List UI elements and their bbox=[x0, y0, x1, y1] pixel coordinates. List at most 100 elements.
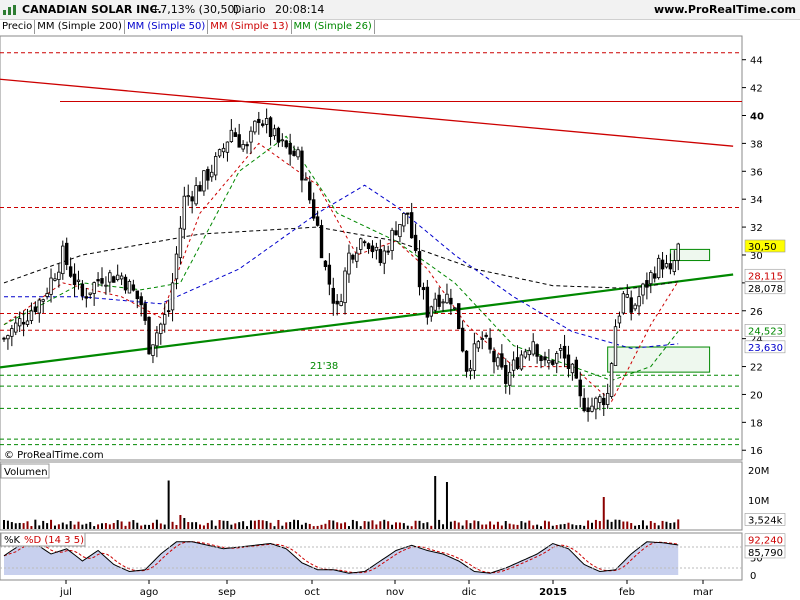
legend-item-sma26[interactable]: MM (Simple 26) bbox=[292, 20, 375, 34]
volume-bar bbox=[222, 520, 225, 529]
chart-logo-icon bbox=[3, 5, 16, 15]
legend-item-sma50[interactable]: MM (Simple 50) bbox=[125, 20, 209, 34]
candle-body bbox=[319, 225, 324, 259]
candle-body bbox=[629, 297, 633, 313]
volume-bar bbox=[171, 521, 174, 529]
candle-body bbox=[641, 283, 645, 296]
volume-bar bbox=[622, 521, 625, 529]
volume-bar bbox=[516, 524, 519, 529]
volume-bar bbox=[324, 523, 327, 529]
value-label: 30,50 bbox=[748, 242, 777, 253]
price-tick-label: 38 bbox=[750, 139, 763, 150]
stoch-k-area bbox=[4, 541, 679, 575]
candle-body bbox=[100, 278, 104, 284]
candle-body bbox=[17, 318, 22, 327]
value-label-box bbox=[744, 239, 786, 253]
candle-body bbox=[331, 287, 335, 304]
volume-bar bbox=[669, 523, 672, 529]
candle-body bbox=[166, 310, 171, 313]
sma50-line bbox=[4, 184, 679, 349]
legend-item-sma13[interactable]: MM (Simple 13) bbox=[208, 20, 292, 34]
volume-bar bbox=[89, 522, 92, 529]
candle-body bbox=[272, 128, 277, 137]
volume-bar bbox=[363, 521, 366, 529]
candle-body bbox=[613, 326, 618, 366]
candle-body bbox=[582, 397, 586, 412]
candle-body bbox=[296, 149, 300, 158]
volume-bar bbox=[344, 522, 347, 529]
volume-bar bbox=[328, 520, 331, 529]
candle-body bbox=[327, 264, 332, 285]
candle-body bbox=[119, 275, 124, 280]
volume-bar bbox=[532, 525, 535, 529]
volume-bar bbox=[242, 521, 245, 529]
website[interactable]: www.ProRealTime.com bbox=[653, 3, 796, 16]
candle-body bbox=[292, 150, 296, 156]
volume-bar bbox=[594, 519, 597, 529]
candle-body bbox=[370, 245, 375, 253]
candle-body bbox=[394, 230, 398, 236]
timestamp: 20:08:14 bbox=[275, 3, 325, 16]
candle-body bbox=[29, 310, 34, 321]
value-label-box bbox=[744, 324, 786, 337]
volume-bar bbox=[206, 522, 209, 529]
candle-body bbox=[653, 273, 657, 279]
volume-bar bbox=[57, 524, 60, 529]
candle-body bbox=[413, 234, 418, 251]
volume-bar bbox=[618, 519, 621, 529]
volume-bar bbox=[26, 521, 29, 529]
volume-bar bbox=[97, 524, 100, 529]
candle-body bbox=[453, 307, 457, 310]
candle-body bbox=[515, 357, 520, 369]
candle-body bbox=[96, 279, 100, 282]
trendline bbox=[0, 273, 734, 369]
candle-body bbox=[527, 350, 531, 356]
candle-body bbox=[84, 296, 89, 299]
candle-body bbox=[261, 123, 265, 126]
candle-body bbox=[382, 250, 386, 264]
volume-bar bbox=[249, 520, 252, 529]
candle-body bbox=[523, 351, 528, 358]
candle-body bbox=[139, 296, 143, 306]
candle-body bbox=[335, 300, 339, 305]
candle-body bbox=[374, 246, 379, 251]
candle-body bbox=[343, 270, 347, 304]
candle-body bbox=[53, 278, 57, 281]
candle-body bbox=[566, 354, 571, 369]
volume-bar bbox=[230, 524, 233, 529]
candle-body bbox=[288, 142, 292, 155]
legend-item-price[interactable]: Precio bbox=[0, 20, 36, 34]
volume-bar bbox=[645, 525, 648, 529]
price-tick-label: 26 bbox=[750, 307, 763, 318]
volume-bar bbox=[528, 520, 531, 529]
candle-body bbox=[492, 350, 496, 363]
candle-body bbox=[10, 328, 14, 337]
volume-bar bbox=[571, 524, 574, 529]
candle-body bbox=[104, 284, 108, 287]
candle-body bbox=[159, 323, 163, 334]
volume-bar bbox=[6, 520, 9, 529]
candle-body bbox=[535, 344, 539, 357]
volume-bar bbox=[434, 476, 437, 529]
candle-body bbox=[245, 144, 249, 147]
x-tick-label: sep bbox=[218, 587, 236, 598]
price-tick-label: 34 bbox=[750, 195, 763, 206]
candle-body bbox=[602, 397, 606, 406]
price-tick-label: 30 bbox=[750, 251, 763, 262]
volume-bar bbox=[253, 520, 256, 529]
volume-bar bbox=[136, 522, 139, 529]
volume-bar bbox=[598, 521, 601, 529]
volume-bar bbox=[116, 520, 119, 529]
trendline bbox=[0, 78, 734, 147]
volume-bar bbox=[195, 522, 198, 529]
stoch-tick-label: 100 bbox=[750, 536, 769, 547]
candle-body bbox=[551, 360, 555, 365]
volume-bar bbox=[281, 525, 284, 529]
candle-body bbox=[668, 263, 673, 270]
legend-item-sma200[interactable]: MM (Simple 200) bbox=[35, 20, 125, 34]
candle-body bbox=[445, 293, 449, 304]
candle-body bbox=[174, 253, 179, 280]
candle-body bbox=[645, 280, 649, 288]
volume-bar bbox=[151, 522, 154, 529]
